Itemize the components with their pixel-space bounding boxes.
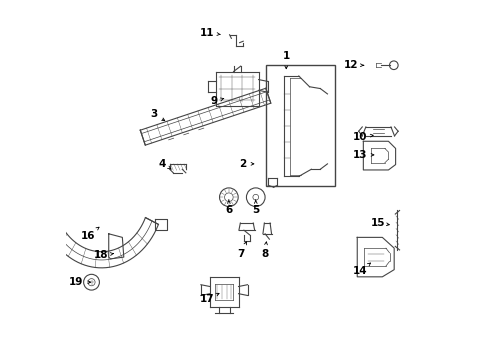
Bar <box>266 65 335 186</box>
Text: 18: 18 <box>94 250 114 260</box>
Text: 12: 12 <box>343 60 364 70</box>
Text: 13: 13 <box>352 150 374 160</box>
Text: 1: 1 <box>283 51 290 69</box>
Text: 11: 11 <box>200 28 220 38</box>
Text: 5: 5 <box>252 200 259 216</box>
Text: 8: 8 <box>261 242 269 258</box>
Text: 6: 6 <box>225 200 232 216</box>
Text: 7: 7 <box>238 242 246 258</box>
Text: 2: 2 <box>240 159 254 169</box>
Text: 15: 15 <box>370 218 390 228</box>
Text: 17: 17 <box>200 293 219 304</box>
Text: 3: 3 <box>150 109 165 121</box>
Text: 10: 10 <box>352 132 373 142</box>
Text: 16: 16 <box>81 227 99 240</box>
Text: 4: 4 <box>159 159 171 169</box>
Text: 19: 19 <box>69 277 91 287</box>
Text: 9: 9 <box>211 96 224 106</box>
Text: 14: 14 <box>352 263 370 276</box>
